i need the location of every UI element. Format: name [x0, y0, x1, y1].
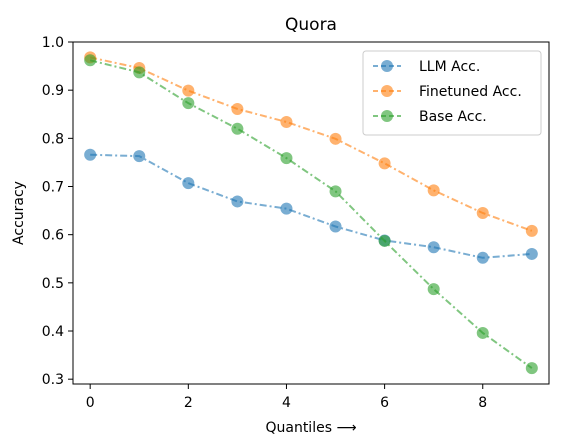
data-point: [231, 122, 244, 135]
y-tick-label: 0.5: [42, 276, 64, 292]
y-tick-label: 0.6: [42, 228, 64, 244]
x-tick-label: 4: [282, 395, 291, 411]
data-point: [182, 177, 195, 190]
legend-item: Base Acc.: [373, 109, 487, 125]
legend-marker: [381, 60, 393, 72]
data-point: [476, 207, 489, 219]
data-point: [378, 157, 391, 170]
data-point: [231, 102, 244, 115]
data-point: [84, 148, 97, 161]
x-tick-label: 8: [478, 395, 487, 411]
data-point: [525, 362, 538, 375]
y-tick-label: 1.0: [42, 35, 64, 51]
data-point: [525, 247, 538, 260]
y-tick-label: 0.7: [42, 180, 64, 196]
data-point: [231, 195, 244, 208]
data-point: [427, 241, 440, 254]
legend-item: LLM Acc.: [373, 59, 480, 75]
data-point: [476, 326, 489, 339]
x-tick-label: 6: [380, 395, 389, 411]
y-tick-label: 0.3: [42, 372, 64, 388]
data-point: [280, 115, 293, 128]
legend-marker: [381, 110, 393, 122]
data-point: [182, 84, 195, 97]
data-point: [133, 66, 146, 79]
data-point: [525, 224, 538, 237]
y-axis-title: Accuracy: [11, 181, 27, 245]
data-point: [280, 202, 293, 215]
series-line: [89, 59, 533, 369]
legend-label: Finetuned Acc.: [419, 84, 522, 100]
y-tick-label: 0.9: [42, 83, 64, 99]
series-line: [89, 56, 533, 232]
data-point: [329, 132, 342, 145]
data-point: [329, 220, 342, 233]
x-tick-label: 2: [184, 395, 193, 411]
legend-marker: [381, 85, 393, 97]
data-point: [280, 152, 293, 165]
data-point: [378, 234, 391, 247]
series-group: [84, 51, 538, 375]
axes: 0 2 4 6 8 0.3 0.4 0.5 0.6 0.7 0.8 0.9 1.0: [42, 35, 550, 411]
data-point: [476, 251, 489, 264]
data-point: [182, 97, 195, 110]
legend-label: Base Acc.: [419, 109, 487, 125]
data-point: [133, 150, 146, 163]
x-tick-label: 0: [86, 395, 95, 411]
series-3: [84, 54, 538, 375]
data-point: [84, 54, 97, 67]
legend: LLM Acc. Finetuned Acc. Base Acc.: [362, 50, 542, 136]
legend-box: [362, 50, 542, 136]
y-tick-label: 0.4: [42, 324, 64, 340]
data-point: [427, 184, 440, 197]
chart-title: Quora: [285, 15, 337, 35]
series-line: [90, 153, 532, 259]
data-point: [427, 283, 440, 296]
legend-label: LLM Acc.: [419, 59, 480, 75]
legend-item: Finetuned Acc.: [373, 84, 522, 100]
plot-frame: [72, 41, 550, 385]
x-axis-title: Quantiles ⟶: [265, 420, 356, 436]
y-tick-label: 0.8: [42, 131, 64, 147]
data-point: [329, 185, 342, 198]
